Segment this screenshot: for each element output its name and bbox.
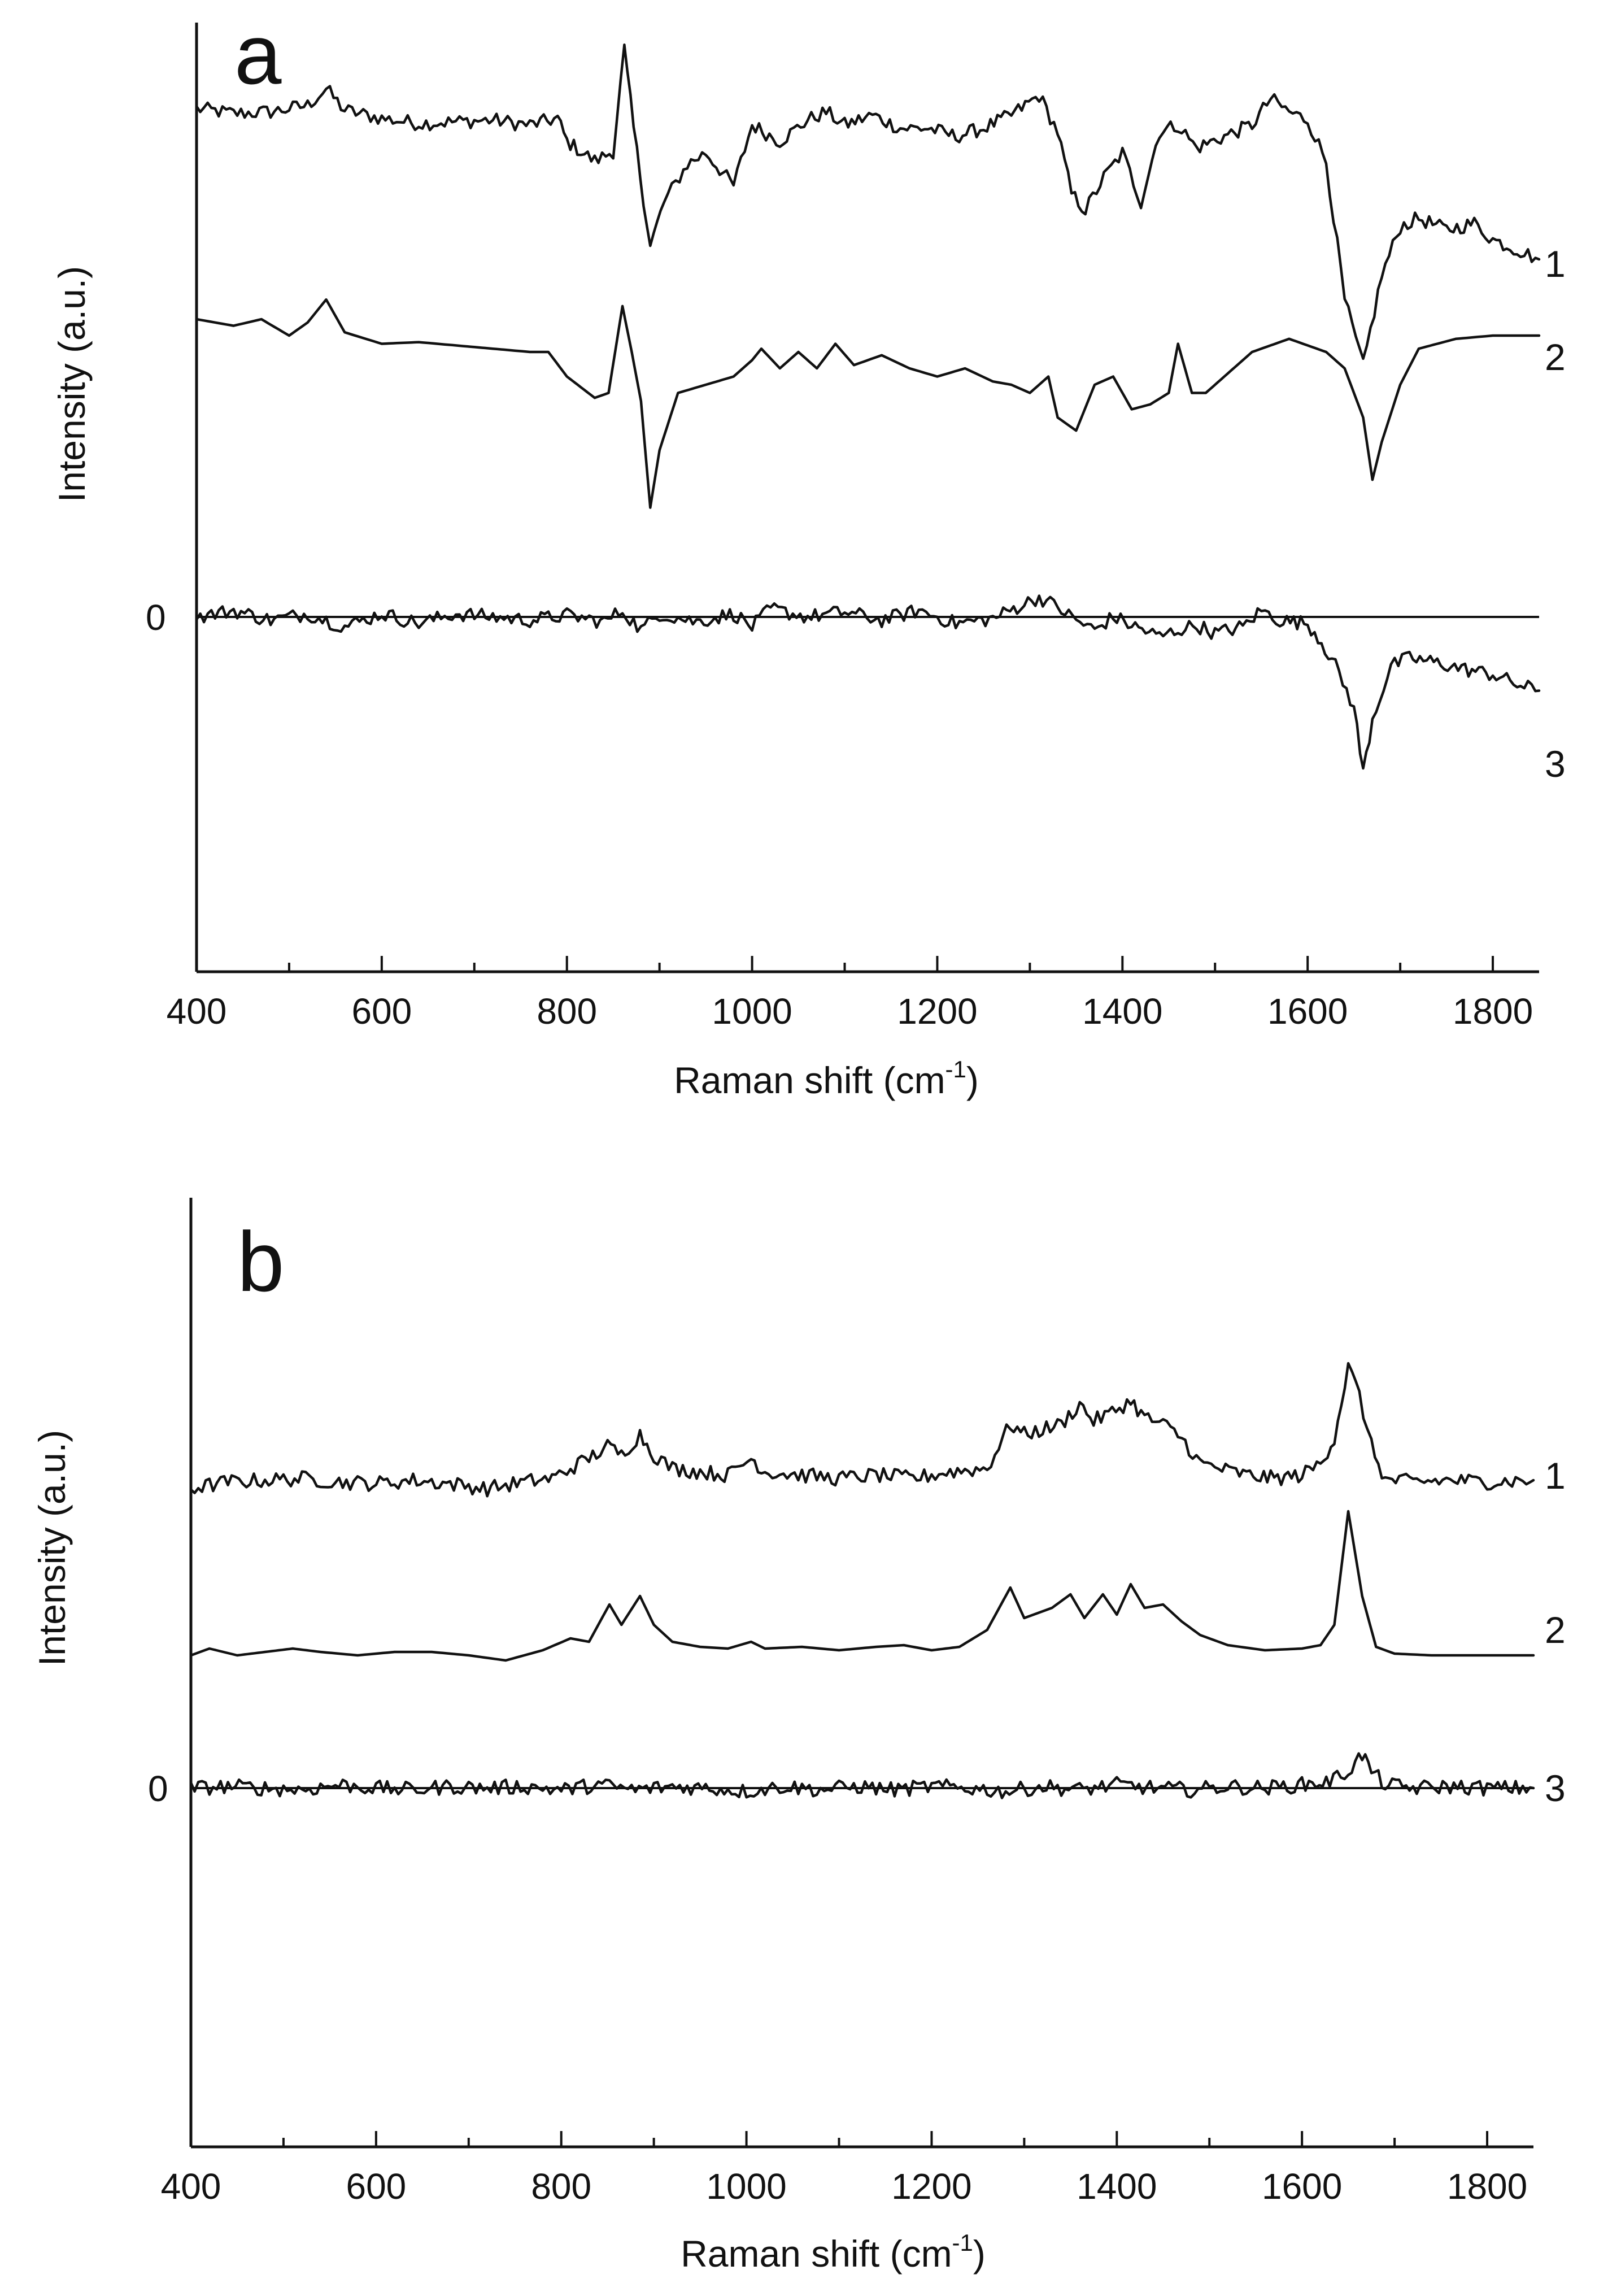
panel-b-x-label: Raman shift (cm-1) (681, 2229, 986, 2275)
panel-a-x-tick-label-400: 400 (167, 991, 227, 1032)
panel-b-x-tick-label-1000: 1000 (706, 2166, 786, 2207)
panel-a-x-tick-label-800: 800 (537, 991, 597, 1032)
panel-b-y-label: Intensity (a.u.) (31, 1430, 73, 1666)
panel-a-traces (195, 44, 1541, 770)
panel-b-x-ticks: 400 600 800 1000 1200 1400 1600 1800 (161, 2131, 1527, 2207)
panel-a-x-label-main: Raman shift (cm (674, 1059, 945, 1101)
panel-b-trace-1 (189, 1362, 1535, 1498)
panel-a: 400 600 800 1000 1200 1400 1600 1800 1 2 3 a 0 In… (51, 7, 1566, 1101)
panel-b-x-label-close: ) (973, 2233, 986, 2275)
panel-a-zero-label: 0 (146, 597, 166, 638)
panel-b-x-tick-label-600: 600 (346, 2166, 406, 2207)
panel-b-label: b (237, 1214, 284, 1309)
panel-b-trace-label-3: 3 (1545, 1767, 1566, 1809)
panel-b-zero-label: 0 (148, 1768, 168, 1809)
panel-b-x-tick-label-1400: 1400 (1077, 2166, 1157, 2207)
panel-b-traces (189, 1362, 1535, 1799)
panel-a-x-ticks: 400 600 800 1000 1200 1400 1600 1800 (167, 956, 1533, 1032)
panel-b-trace-labels: 1 2 3 (1545, 1455, 1566, 1809)
panel-b-x-label-sup: -1 (952, 2229, 973, 2256)
panel-a-x-tick-label-1800: 1800 (1453, 991, 1533, 1032)
panel-a-trace-label-1: 1 (1545, 243, 1566, 285)
panel-b-x-label-main: Raman shift (cm (681, 2233, 952, 2275)
panel-a-x-tick-label-600: 600 (351, 991, 412, 1032)
panel-b: 400 600 800 1000 1200 1400 1600 1800 1 2 3 b 0 In… (31, 1198, 1566, 2275)
panel-a-x-label-close: ) (966, 1059, 979, 1101)
panel-a-trace-2 (195, 298, 1541, 509)
panel-a-x-label-sup: -1 (945, 1056, 966, 1082)
panel-a-y-label: Intensity (a.u.) (51, 266, 93, 502)
panel-a-x-label: Raman shift (cm-1) (674, 1056, 979, 1101)
panel-a-x-tick-label-1200: 1200 (897, 991, 977, 1032)
panel-b-trace-label-1: 1 (1545, 1455, 1566, 1497)
panel-a-x-tick-label-1400: 1400 (1082, 991, 1162, 1032)
panel-b-x-tick-label-1200: 1200 (891, 2166, 971, 2207)
panel-b-x-tick-label-400: 400 (161, 2166, 221, 2207)
panel-b-trace-3 (189, 1752, 1535, 1799)
panel-b-x-tick-label-1800: 1800 (1447, 2166, 1527, 2207)
panel-a-x-tick-label-1000: 1000 (712, 991, 792, 1032)
panel-a-trace-label-3: 3 (1545, 743, 1566, 785)
panel-b-x-tick-label-800: 800 (531, 2166, 591, 2207)
panel-a-trace-3 (195, 594, 1541, 770)
panel-a-trace-labels: 1 2 3 (1545, 243, 1566, 785)
panel-b-x-tick-label-1600: 1600 (1262, 2166, 1342, 2207)
panel-a-trace-1 (195, 44, 1541, 360)
panel-a-trace-label-2: 2 (1545, 336, 1566, 378)
panel-b-trace-label-2: 2 (1545, 1609, 1566, 1651)
panel-b-trace-2 (189, 1510, 1535, 1662)
panel-a-x-tick-label-1600: 1600 (1267, 991, 1348, 1032)
panel-a-label: a (234, 7, 282, 102)
